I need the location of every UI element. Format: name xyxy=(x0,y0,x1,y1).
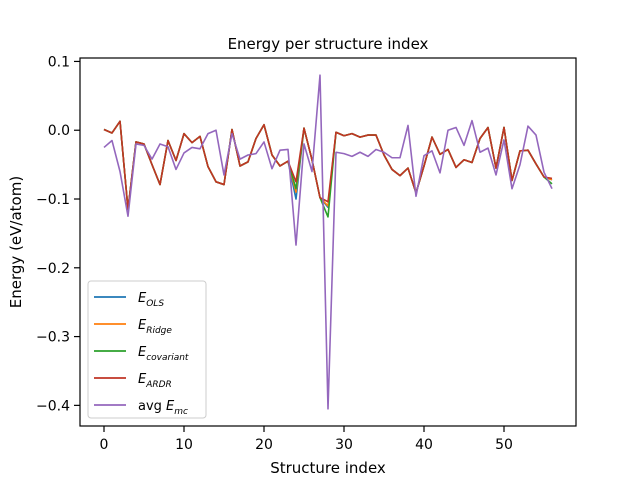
plot-lines xyxy=(103,74,553,410)
x-axis: 0 10 20 30 40 50 xyxy=(100,426,513,453)
legend-label-sub: Ridge xyxy=(146,326,172,336)
legend-label-sub: covariant xyxy=(146,353,189,363)
legend-label-4: avg Emc xyxy=(138,399,188,417)
x-tick-label: 10 xyxy=(175,437,193,453)
x-axis-label: Structure index xyxy=(270,459,386,477)
legend-label-3: EARDR xyxy=(138,372,172,390)
y-tick-label: 0.0 xyxy=(48,123,70,139)
series-line-3 xyxy=(103,120,553,211)
y-tick-label: −0.4 xyxy=(36,398,70,414)
x-tick-label: 30 xyxy=(335,437,353,453)
legend-label-main: E xyxy=(166,399,175,414)
series-line-4 xyxy=(103,74,553,410)
legend-label-2: Ecovariant xyxy=(138,345,189,363)
y-tick-label: −0.1 xyxy=(36,192,70,208)
x-tick-label: 0 xyxy=(100,437,109,453)
plot-frame xyxy=(79,57,577,427)
legend-label-sub: OLS xyxy=(146,299,164,309)
y-axis-label: Energy (eV/atom) xyxy=(7,176,25,308)
legend-label-1: ERidge xyxy=(138,318,172,336)
x-tick-label: 40 xyxy=(415,437,433,453)
y-axis: 0.1 0.0 −0.1 −0.2 −0.3 −0.4 xyxy=(36,54,80,414)
legend-label-0: EOLS xyxy=(138,291,164,309)
chart-title: Energy per structure index xyxy=(228,35,429,53)
x-tick-label: 50 xyxy=(495,437,513,453)
legend-label-prefix: avg xyxy=(138,399,166,414)
legend-box xyxy=(87,280,207,419)
legend-label-main: E xyxy=(138,345,147,360)
legend-label-main: E xyxy=(138,372,147,387)
y-tick-label: 0.1 xyxy=(48,54,70,70)
x-tick-label: 20 xyxy=(255,437,273,453)
y-tick-label: −0.3 xyxy=(36,330,70,346)
y-tick-label: −0.2 xyxy=(36,261,70,277)
legend-label-sub: ARDR xyxy=(145,380,172,390)
legend-label-main: E xyxy=(138,291,147,306)
legend-label-main: E xyxy=(138,318,147,333)
legend-label-sub: mc xyxy=(174,407,188,417)
